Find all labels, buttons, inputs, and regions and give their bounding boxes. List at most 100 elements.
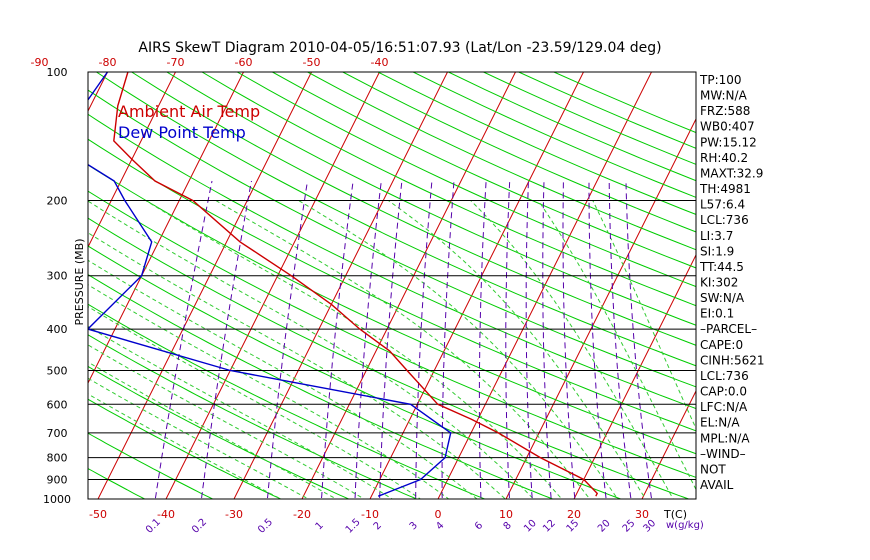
- index-label: EI:0.1: [700, 307, 734, 321]
- dry-adiabat-line: [341, 72, 696, 233]
- pressure-tick-label: 1000: [43, 493, 71, 506]
- x-top-tick-label: -40: [371, 56, 389, 69]
- x-bottom-tick-label: 0: [435, 508, 442, 521]
- dry-adiabat-line: [88, 365, 350, 499]
- index-label: MPL:N/A: [700, 431, 750, 445]
- dry-adiabat-line: [95, 72, 696, 367]
- isotherm-line: [641, 389, 696, 499]
- isotherm-line: [0, 52, 49, 508]
- pressure-tick-label: 800: [47, 452, 68, 465]
- isotherm-line: [505, 117, 696, 499]
- dry-adiabat-line: [88, 138, 696, 432]
- dry-adiabat-line: [88, 274, 554, 499]
- index-label: WB0:407: [700, 120, 755, 134]
- mixing-ratio-tick-label: 2: [372, 520, 384, 532]
- index-label: CAPE:0: [700, 338, 743, 352]
- mixing-ratio-tick-label: 0.5: [256, 517, 275, 536]
- isotherm-line: [573, 253, 696, 499]
- dry-adiabat-line: [376, 72, 696, 216]
- isotherm-line: [437, 72, 653, 499]
- grid-lines: [0, 52, 870, 509]
- temperature-line: [113, 72, 599, 497]
- dry-adiabat-line: [88, 190, 696, 478]
- dry-adiabat-line: [88, 164, 696, 455]
- mixing-ratio-tick-label: 1.5: [344, 517, 363, 536]
- index-label: –WIND–: [700, 447, 746, 461]
- isotherm-line: [773, 52, 870, 508]
- moist-adiabat-line: [88, 200, 535, 499]
- sounding-series: [88, 72, 599, 497]
- x-top-tick-label: -90: [31, 56, 49, 69]
- x-bottom-tick-label: -40: [157, 508, 175, 521]
- moist-adiabat-line: [215, 200, 591, 499]
- dry-adiabat-line: [88, 245, 623, 499]
- moist-adiabat-line: [298, 200, 619, 499]
- pressure-tick-label: 500: [47, 365, 68, 378]
- dry-adiabat-line: [88, 217, 691, 499]
- index-label: SW:N/A: [700, 291, 745, 305]
- moist-adiabat-line: [88, 284, 450, 499]
- x-bottom-tick-label: 10: [499, 508, 513, 521]
- chart-title: AIRS SkewT Diagram 2010-04-05/16:51:07.9…: [138, 40, 661, 56]
- moist-adiabat-line: [88, 259, 478, 499]
- mixing-ratio-tick-label: 12: [541, 518, 558, 535]
- mixing-ratio-tick-label: 3: [408, 520, 420, 532]
- index-label: L57:6.4: [700, 198, 745, 212]
- mixing-ratio-line: [525, 180, 533, 499]
- moist-adiabat-line: [537, 200, 696, 491]
- index-label: NOT: [700, 462, 726, 476]
- index-label: KI:302: [700, 276, 738, 290]
- pressure-tick-label: 100: [47, 66, 68, 79]
- axis-labels: 0.1 0.2 0.5 1 1.5 2 3 4 6 8 10 12 15 20 25 301002003004…: [31, 56, 765, 536]
- dry-adiabat-line: [0, 53, 24, 509]
- mixing-ratio-line: [200, 180, 252, 499]
- dry-adiabat-line: [88, 432, 214, 499]
- dry-adiabat-line: [88, 303, 486, 499]
- index-label: CINH:5621: [700, 353, 765, 367]
- legend-temperature: Ambient Air Temp: [118, 102, 260, 121]
- x-bottom-tick-label: -50: [89, 508, 107, 521]
- index-label: LFC:N/A: [700, 400, 748, 414]
- pressure-tick-label: 900: [47, 474, 68, 487]
- index-label: CAP:0.0: [700, 385, 747, 399]
- moist-adiabat-line: [592, 200, 696, 430]
- index-label: EL:N/A: [700, 416, 740, 430]
- legend-dewpoint: Dew Point Temp: [118, 123, 246, 142]
- moist-adiabat-line: [88, 344, 366, 499]
- plot-frame: [87, 71, 697, 500]
- isotherm-line: [301, 72, 517, 499]
- index-label: LCL:736: [700, 213, 749, 227]
- isotherm-line: [97, 72, 313, 499]
- dry-adiabat-line: [201, 72, 696, 307]
- x-top-tick-label: -70: [167, 56, 185, 69]
- mixing-ratio-line: [588, 181, 607, 499]
- dry-adiabat-line: [88, 334, 418, 499]
- dry-adiabat-line: [482, 72, 696, 165]
- index-label: AVAIL: [700, 478, 734, 492]
- mixing-ratio-tick-label: 1: [314, 520, 326, 532]
- mixing-ratio-line: [154, 180, 213, 499]
- index-label: LCL:736: [700, 369, 749, 383]
- pressure-tick-label: 300: [47, 270, 68, 283]
- moist-adiabat-line: [88, 306, 422, 499]
- x-top-tick-label: -80: [99, 56, 117, 69]
- mixing-ratio-tick-label: 10: [522, 518, 539, 535]
- mixing-ratio-tick-label: 6: [473, 520, 485, 532]
- dewpoint-line: [88, 72, 452, 497]
- dry-adiabat-line: [306, 72, 696, 251]
- index-label: –PARCEL–: [700, 322, 757, 336]
- isotherm-line: [165, 72, 381, 499]
- mixing-ratio-tick-label: 20: [596, 518, 613, 535]
- isotherm-line: [841, 52, 870, 508]
- moist-adiabat-line: [88, 377, 310, 499]
- x-bottom-tick-label: 30: [635, 508, 649, 521]
- moist-adiabat-line: [470, 200, 674, 499]
- index-label: SI:1.9: [700, 244, 734, 258]
- y-axis-label: PRESSURE (MB): [73, 239, 86, 326]
- index-label: TP:100: [699, 73, 742, 87]
- moist-adiabat-line: [388, 200, 647, 499]
- dry-adiabat-line: [88, 398, 282, 499]
- dry-adiabat-line: [271, 72, 696, 269]
- mixing-ratio-tick-label: 4: [434, 520, 446, 532]
